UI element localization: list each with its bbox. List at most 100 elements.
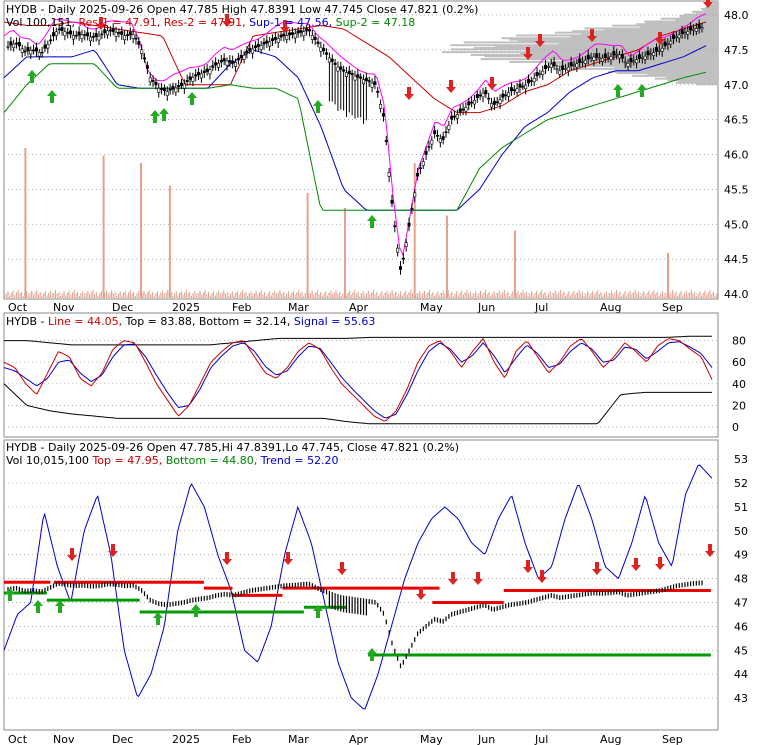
volume-profile-bar bbox=[584, 27, 718, 30]
volume-bar bbox=[46, 295, 48, 298]
volume-bar bbox=[406, 294, 408, 298]
volume-bar bbox=[148, 290, 150, 298]
candle-body bbox=[60, 26, 64, 31]
candle-body bbox=[541, 70, 545, 76]
volume-bar bbox=[233, 295, 235, 298]
candle-body bbox=[586, 54, 590, 60]
trend-legend-bottom: Bottom = 44.80, bbox=[166, 454, 261, 467]
volume-bar bbox=[337, 294, 339, 298]
volume-bar bbox=[684, 293, 685, 298]
volume-bar bbox=[612, 294, 614, 298]
price-x-tick-label: Dec bbox=[112, 301, 133, 314]
candle-body bbox=[518, 83, 522, 88]
candle-body bbox=[225, 60, 229, 66]
volume-bar bbox=[231, 291, 233, 298]
volume-bar bbox=[565, 296, 566, 298]
price-y-tick-label: 46.5 bbox=[724, 114, 749, 127]
candle-body bbox=[322, 48, 326, 52]
price-x-tick-label: Mar bbox=[288, 301, 309, 314]
candle-body bbox=[546, 66, 550, 68]
volume-bar bbox=[437, 291, 439, 298]
volume-bar bbox=[432, 291, 434, 298]
candle-body bbox=[592, 56, 596, 61]
volume-bar bbox=[646, 293, 648, 298]
volume-bar bbox=[298, 290, 300, 298]
volume-bar bbox=[223, 290, 225, 298]
volume-bar bbox=[252, 295, 254, 298]
candle-body bbox=[620, 54, 624, 59]
candle-body bbox=[128, 31, 132, 36]
volume-bar bbox=[425, 294, 427, 298]
volume-bar bbox=[236, 290, 238, 298]
volume-profile-bar bbox=[631, 74, 718, 77]
volume-bar bbox=[644, 295, 646, 298]
volume-bar bbox=[202, 292, 204, 298]
volume-bar bbox=[457, 295, 459, 298]
volume-bar bbox=[655, 294, 657, 298]
stoch-main-line bbox=[3, 337, 713, 422]
volume-profile-bar bbox=[614, 69, 718, 72]
volume-bar bbox=[685, 290, 687, 298]
volume-bar bbox=[344, 208, 346, 298]
volume-bar bbox=[311, 290, 313, 298]
candle-body bbox=[635, 59, 639, 64]
volume-bar bbox=[473, 293, 475, 298]
candle-body bbox=[344, 72, 348, 77]
volume-bar bbox=[340, 296, 342, 298]
volume-bar bbox=[621, 296, 623, 298]
volume-bar bbox=[459, 293, 461, 298]
trend-x-tick-label: Dec bbox=[112, 733, 133, 745]
volume-bar bbox=[480, 290, 481, 298]
candle-body bbox=[433, 130, 437, 135]
volume-bar bbox=[174, 293, 175, 298]
volume-bar bbox=[381, 291, 383, 298]
volume-profile-bar bbox=[692, 10, 718, 13]
volume-bar bbox=[712, 291, 714, 298]
candle-body bbox=[46, 44, 50, 49]
volume-bar bbox=[624, 291, 626, 298]
volume-bar bbox=[31, 290, 33, 298]
candle-body bbox=[700, 27, 704, 30]
volume-bar bbox=[556, 294, 558, 298]
candle-body bbox=[666, 43, 670, 45]
volume-profile-bar bbox=[547, 62, 718, 65]
volume-bar bbox=[250, 291, 252, 298]
buy-arrow bbox=[313, 100, 323, 113]
candle-body bbox=[438, 138, 442, 143]
volume-bar bbox=[257, 294, 259, 298]
candle-body bbox=[524, 84, 528, 90]
buy-arrow bbox=[27, 70, 37, 83]
candle-body bbox=[649, 53, 653, 56]
volume-profile-bar bbox=[636, 23, 718, 26]
candle-body bbox=[490, 102, 494, 108]
volume-bar bbox=[58, 291, 60, 298]
candle-body bbox=[103, 29, 107, 34]
candle-body bbox=[219, 60, 223, 63]
volume-bar bbox=[571, 293, 573, 298]
volume-bar bbox=[39, 291, 41, 298]
volume-bar bbox=[230, 293, 232, 298]
candle-body bbox=[347, 70, 351, 74]
volume-bar bbox=[301, 291, 303, 298]
candle-body bbox=[299, 30, 303, 33]
volume-bar bbox=[429, 290, 430, 298]
volume-bar bbox=[277, 292, 279, 298]
sell-arrow bbox=[222, 14, 232, 27]
price-title: HYDB - Daily 2025-09-26 Open 47.785 High… bbox=[6, 3, 478, 16]
volume-profile-bar bbox=[675, 81, 718, 84]
candle-body bbox=[310, 35, 314, 40]
volume-bar bbox=[92, 290, 94, 298]
volume-bar bbox=[585, 293, 587, 298]
trend-legend-top: Top = 47.95, bbox=[91, 454, 165, 467]
candle-body bbox=[694, 28, 698, 32]
volume-bar bbox=[95, 291, 97, 298]
candle-body bbox=[603, 53, 607, 58]
candle-body bbox=[83, 34, 87, 36]
buy-arrow bbox=[5, 588, 15, 601]
volume-profile-bar bbox=[473, 46, 718, 49]
candle-body bbox=[194, 74, 198, 77]
volume-bar bbox=[412, 294, 413, 298]
buy-arrow bbox=[55, 600, 65, 613]
stoch-plot-frame bbox=[3, 312, 719, 438]
